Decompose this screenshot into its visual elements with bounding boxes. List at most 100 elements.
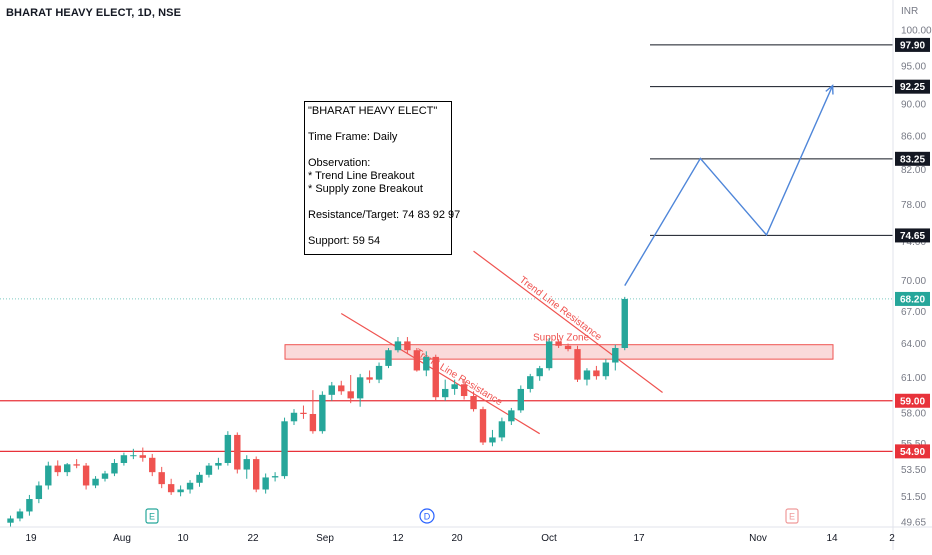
- event-marker: [145, 508, 159, 524]
- note-timeframe: Time Frame: Daily: [308, 131, 398, 143]
- event-marker-label: E: [149, 512, 155, 522]
- candle-body: [602, 362, 610, 377]
- x-tick-label: 2: [889, 533, 895, 544]
- candle-body: [271, 476, 279, 478]
- candle-body: [517, 388, 524, 411]
- y-tick-label: 95.00: [901, 62, 926, 73]
- price-label: 92.25: [900, 82, 925, 93]
- y-tick-label: 90.00: [901, 100, 926, 111]
- candle-body: [158, 472, 165, 485]
- candle-body: [527, 376, 534, 389]
- candle-body: [460, 384, 468, 397]
- x-tick-label: 19: [25, 533, 37, 544]
- candle-body: [489, 437, 496, 443]
- candle-body: [498, 421, 506, 438]
- x-tick-label: Oct: [541, 533, 557, 544]
- candle-body: [281, 421, 288, 477]
- note-title: "BHARAT HEAVY ELECT": [308, 105, 438, 117]
- y-tick-label: 100.00: [901, 26, 932, 37]
- candle-body: [120, 455, 128, 463]
- price-label-box: [895, 37, 930, 52]
- observation-note[interactable]: "BHARAT HEAVY ELECT" Time Frame: Daily O…: [304, 101, 461, 255]
- candle-body: [394, 341, 402, 351]
- price-label: 59.00: [900, 396, 925, 407]
- currency-label: INR: [901, 6, 918, 17]
- x-tick-label: Aug: [113, 533, 131, 544]
- candle-body: [385, 350, 392, 366]
- candle-body: [215, 462, 222, 466]
- candle-body: [234, 434, 241, 470]
- candle-body: [536, 368, 543, 377]
- candle-body: [555, 341, 562, 346]
- event-marker: [785, 508, 799, 524]
- candle-body: [167, 484, 175, 493]
- projection-arrowhead: [825, 84, 834, 95]
- y-tick-label: 58.00: [901, 408, 926, 419]
- candle-body: [82, 465, 90, 486]
- candle-body: [111, 462, 118, 474]
- y-tick-label: 64.00: [901, 339, 926, 350]
- candle-body: [545, 341, 553, 369]
- candle-body: [508, 410, 515, 422]
- note-observation-label: Observation:: [308, 157, 371, 169]
- candle-body: [45, 465, 52, 486]
- price-label-box: [895, 228, 930, 243]
- note-support: Support: 59 54: [308, 235, 381, 247]
- last-price-box: [895, 291, 930, 306]
- candle-body: [73, 464, 80, 466]
- candle-body: [451, 384, 458, 389]
- x-tick-label: Nov: [749, 533, 767, 544]
- candle-body: [328, 385, 335, 395]
- candle-body: [356, 377, 364, 399]
- candle-body: [262, 477, 269, 490]
- candle-body: [366, 377, 373, 380]
- candle-body: [309, 413, 317, 432]
- candle-body: [612, 348, 619, 363]
- price-label-box: [895, 79, 930, 94]
- candle-body: [432, 356, 439, 398]
- candle-body: [621, 298, 628, 349]
- candle-body: [186, 482, 194, 490]
- x-tick-label: 17: [633, 533, 645, 544]
- last-price-label: 68.20: [900, 294, 925, 305]
- candle-body: [243, 459, 250, 470]
- candle-body: [177, 489, 184, 493]
- price-label-box: [895, 444, 930, 459]
- candle-body: [593, 370, 600, 377]
- note-observation-1: * Trend Line Breakout: [308, 170, 415, 182]
- y-tick-label: 82.00: [901, 165, 926, 176]
- y-tick-label: 51.50: [901, 492, 926, 503]
- x-tick-label: 10: [177, 533, 189, 544]
- candle-body: [300, 412, 307, 414]
- price-label: 54.90: [900, 447, 925, 458]
- y-tick-label: 61.00: [901, 373, 926, 384]
- price-label-box: [895, 393, 930, 408]
- y-tick-label: 74.00: [901, 237, 926, 248]
- price-label: 83.25: [900, 154, 925, 165]
- candle-body: [347, 391, 354, 399]
- candle-body: [224, 434, 232, 463]
- candle-body: [404, 341, 411, 351]
- y-tick-label: 86.00: [901, 131, 926, 142]
- candle-body: [413, 350, 421, 371]
- candle-body: [564, 345, 572, 350]
- y-tick-label: 67.00: [901, 307, 926, 318]
- candle-body: [319, 394, 326, 432]
- note-resistance: Resistance/Target: 74 83 92 97: [308, 209, 461, 221]
- y-tick-label: 53.50: [901, 465, 926, 476]
- y-tick-label: 49.65: [901, 518, 926, 529]
- candle-body: [442, 388, 449, 398]
- event-marker-label: E: [789, 512, 795, 522]
- candle-body: [253, 459, 260, 490]
- price-label-box: [895, 151, 930, 166]
- y-tick-label: 78.00: [901, 200, 926, 211]
- projection-path: [624, 85, 834, 287]
- supply-zone-label: Supply Zone: [533, 333, 590, 344]
- trend-line: [340, 312, 541, 435]
- candle-body: [35, 485, 43, 500]
- candle-body: [92, 478, 99, 486]
- note-observation-2: * Supply zone Breakout: [308, 183, 423, 195]
- candle-body: [130, 455, 137, 457]
